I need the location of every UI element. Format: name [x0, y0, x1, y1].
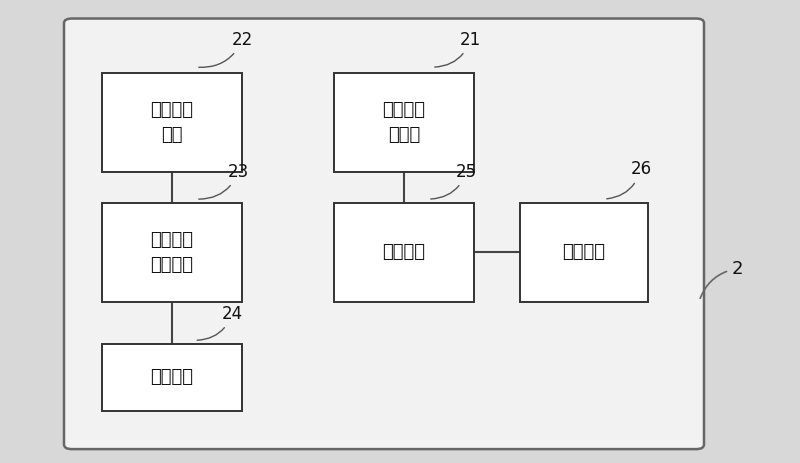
Text: 初始化设
置模块: 初始化设 置模块 [382, 101, 426, 144]
Text: 21: 21 [434, 31, 482, 67]
Text: 26: 26 [606, 160, 651, 199]
Text: 25: 25 [430, 163, 477, 199]
FancyBboxPatch shape [64, 19, 704, 449]
Text: 影像区域
设置模块: 影像区域 设置模块 [150, 231, 194, 274]
Text: 标注模块: 标注模块 [562, 244, 606, 261]
Text: 比较模块: 比较模块 [382, 244, 426, 261]
Text: 23: 23 [198, 163, 250, 199]
FancyBboxPatch shape [102, 73, 242, 173]
FancyBboxPatch shape [334, 203, 474, 302]
Text: 22: 22 [198, 31, 254, 67]
FancyBboxPatch shape [334, 73, 474, 173]
Text: 影像获取
模块: 影像获取 模块 [150, 101, 194, 144]
FancyBboxPatch shape [102, 203, 242, 302]
FancyBboxPatch shape [102, 344, 242, 411]
Text: 2: 2 [700, 260, 743, 298]
Text: 计算模块: 计算模块 [150, 369, 194, 386]
Text: 24: 24 [197, 305, 242, 340]
FancyBboxPatch shape [520, 203, 648, 302]
